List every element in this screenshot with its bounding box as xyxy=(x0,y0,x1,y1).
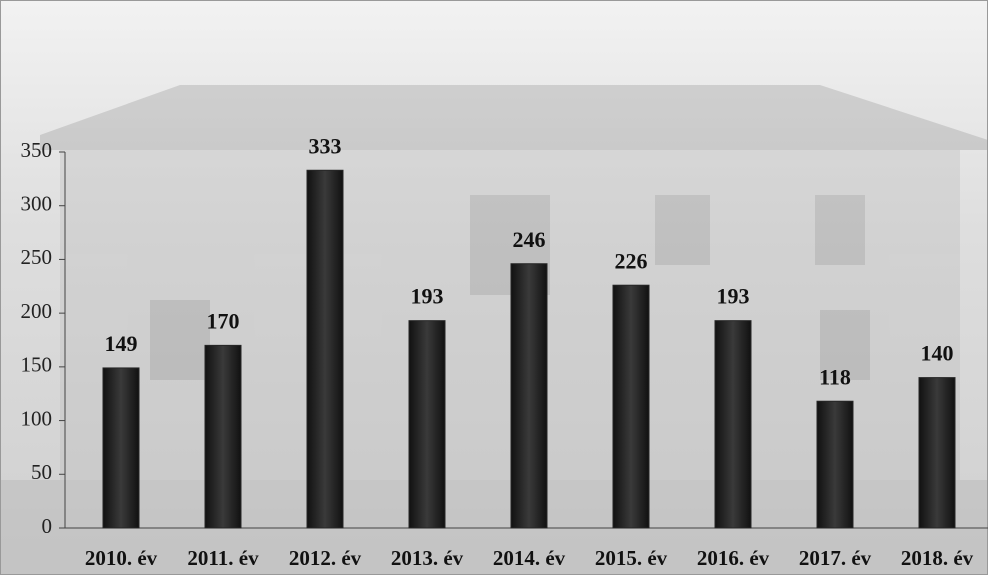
bar xyxy=(204,344,242,529)
bar xyxy=(816,400,854,529)
bar xyxy=(510,263,548,529)
y-tick-label: 100 xyxy=(21,406,53,430)
y-tick-label: 0 xyxy=(42,514,53,538)
bar xyxy=(612,284,650,529)
value-label: 193 xyxy=(411,284,444,309)
value-label: 140 xyxy=(921,341,954,366)
value-label: 170 xyxy=(207,308,240,333)
bar xyxy=(408,320,446,529)
y-tick-label: 300 xyxy=(21,192,53,216)
y-tick-label: 150 xyxy=(21,353,53,377)
y-tick-label: 50 xyxy=(31,460,52,484)
y-tick-label: 200 xyxy=(21,299,53,323)
x-tick-label: 2018. év xyxy=(901,546,974,570)
x-tick-label: 2016. év xyxy=(697,546,770,570)
value-label: 118 xyxy=(819,364,851,389)
x-tick-label: 2011. év xyxy=(187,546,259,570)
x-tick-label: 2010. év xyxy=(85,546,158,570)
x-tick-label: 2014. év xyxy=(493,546,566,570)
value-label: 226 xyxy=(615,248,648,273)
value-label: 246 xyxy=(513,227,546,252)
bar xyxy=(918,377,956,529)
bar xyxy=(714,320,752,529)
value-label: 333 xyxy=(309,133,342,158)
value-label: 149 xyxy=(105,331,138,356)
x-tick-label: 2012. év xyxy=(289,546,362,570)
y-tick-label: 250 xyxy=(21,245,53,269)
y-tick-label: 350 xyxy=(21,138,53,162)
bar xyxy=(306,169,344,529)
value-label: 193 xyxy=(717,284,750,309)
x-tick-label: 2013. év xyxy=(391,546,464,570)
bar xyxy=(102,367,140,529)
x-tick-label: 2017. év xyxy=(799,546,872,570)
x-tick-label: 2015. év xyxy=(595,546,668,570)
